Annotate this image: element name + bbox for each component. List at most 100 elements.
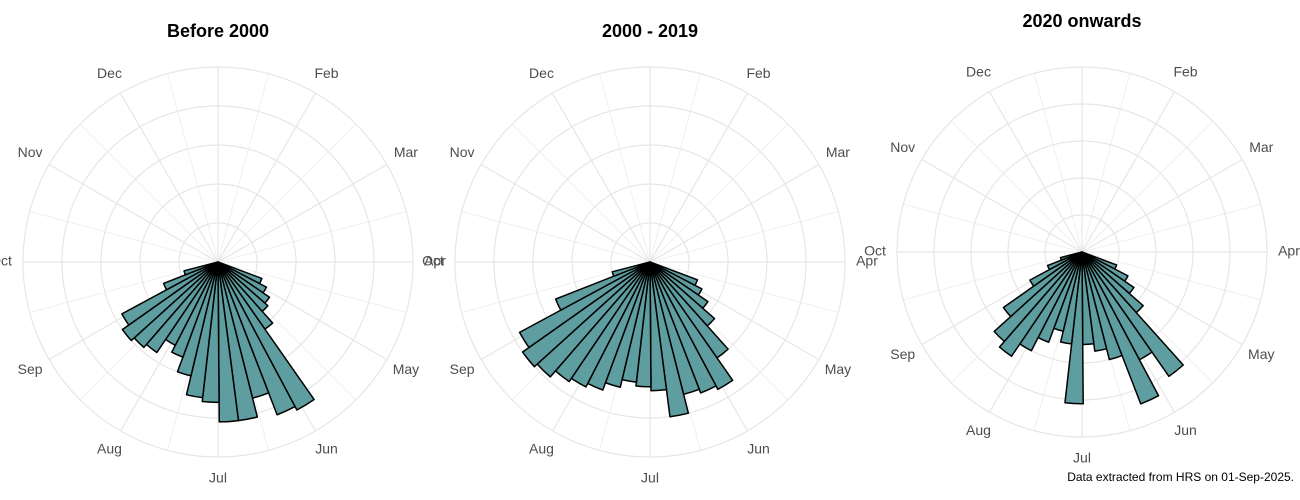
bar bbox=[217, 261, 315, 411]
minor-spoke bbox=[599, 73, 651, 263]
bar bbox=[1029, 251, 1083, 287]
chart-title: 2020 onwards bbox=[1022, 11, 1141, 31]
month-label: Jun bbox=[315, 441, 338, 457]
spoke bbox=[119, 92, 219, 263]
month-label: Feb bbox=[314, 65, 338, 81]
minor-spoke bbox=[461, 211, 651, 263]
bar bbox=[1002, 251, 1083, 318]
month-label: Apr bbox=[1278, 243, 1300, 259]
bar bbox=[121, 261, 219, 326]
bar bbox=[183, 261, 219, 276]
rose-chart: Before 2000 Feb Mar Apr May Jun Jul Aug Sep Oct No… bbox=[0, 21, 446, 486]
bar bbox=[993, 251, 1083, 343]
chart-title: 2000 - 2019 bbox=[602, 21, 698, 41]
month-label: Sep bbox=[18, 361, 43, 377]
caption: Data extracted from HRS on 01-Sep-2025. bbox=[1067, 470, 1294, 484]
minor-spoke bbox=[1081, 251, 1261, 301]
rose-chart: 2020 onwards Feb Mar Apr May Jun Jul Aug Sep Oct N… bbox=[864, 11, 1300, 466]
bar bbox=[162, 261, 219, 291]
spoke bbox=[921, 158, 1083, 253]
minor-spoke bbox=[903, 251, 1083, 301]
minor-spoke bbox=[649, 261, 839, 313]
minor-spoke bbox=[649, 211, 839, 263]
bar bbox=[1081, 251, 1108, 352]
month-label: Aug bbox=[966, 422, 991, 438]
month-label: Aug bbox=[529, 441, 554, 457]
minor-spoke bbox=[1033, 73, 1083, 253]
month-label: Jun bbox=[747, 441, 770, 457]
spoke bbox=[1081, 158, 1243, 253]
month-label: Feb bbox=[1173, 63, 1197, 79]
spoke bbox=[48, 163, 219, 263]
minor-spoke bbox=[79, 123, 219, 263]
spoke bbox=[217, 163, 388, 263]
bar bbox=[217, 261, 240, 423]
minor-spoke bbox=[903, 203, 1083, 253]
month-label: Sep bbox=[450, 361, 475, 377]
bar bbox=[611, 261, 651, 278]
rose-chart: 2000 - 2019 Feb Mar Apr May Jun Jul Aug Sep Oct No… bbox=[422, 21, 878, 486]
month-label: Jul bbox=[209, 470, 227, 486]
month-label: Apr bbox=[424, 253, 446, 269]
month-label: Oct bbox=[0, 253, 12, 269]
minor-spoke bbox=[1081, 120, 1214, 253]
bar bbox=[649, 261, 690, 418]
bar bbox=[1059, 251, 1083, 261]
minor-spoke bbox=[217, 123, 357, 263]
month-label: Sep bbox=[890, 346, 915, 362]
month-label: Oct bbox=[864, 243, 886, 259]
minor-spoke bbox=[29, 211, 219, 263]
bar bbox=[1046, 251, 1083, 271]
bar bbox=[121, 261, 219, 342]
bar bbox=[1081, 251, 1160, 405]
spoke bbox=[649, 92, 749, 263]
bar bbox=[1081, 251, 1123, 361]
month-label: Mar bbox=[826, 144, 850, 160]
spoke bbox=[217, 92, 317, 263]
bar bbox=[554, 261, 651, 311]
month-label: Jul bbox=[1073, 450, 1091, 466]
bar bbox=[649, 261, 668, 392]
month-label: Nov bbox=[450, 144, 475, 160]
minor-spoke bbox=[649, 123, 789, 263]
month-label: Jun bbox=[1174, 422, 1197, 438]
bar bbox=[649, 261, 734, 391]
spoke bbox=[988, 91, 1083, 253]
spoke bbox=[551, 92, 651, 263]
minor-spoke bbox=[1081, 73, 1131, 253]
month-label: Mar bbox=[1249, 139, 1273, 155]
month-label: Feb bbox=[746, 65, 770, 81]
month-label: May bbox=[825, 361, 851, 377]
month-label: Mar bbox=[394, 144, 418, 160]
month-label: May bbox=[1248, 346, 1274, 362]
month-label: May bbox=[393, 361, 419, 377]
month-label: Dec bbox=[966, 63, 991, 79]
month-label: Dec bbox=[529, 65, 554, 81]
month-label: Apr bbox=[856, 253, 878, 269]
bar bbox=[521, 261, 651, 368]
minor-spoke bbox=[217, 211, 407, 263]
spoke bbox=[1081, 91, 1176, 253]
month-label: Nov bbox=[18, 144, 43, 160]
spoke bbox=[480, 163, 651, 263]
month-label: Nov bbox=[890, 139, 915, 155]
minor-spoke bbox=[217, 261, 407, 313]
month-label: Aug bbox=[97, 441, 122, 457]
minor-spoke bbox=[950, 120, 1083, 253]
bar bbox=[518, 261, 651, 349]
minor-spoke bbox=[217, 73, 269, 263]
spoke bbox=[649, 163, 820, 263]
bar bbox=[998, 251, 1083, 357]
month-label: Oct bbox=[422, 253, 444, 269]
minor-spoke bbox=[649, 73, 701, 263]
bar bbox=[649, 261, 717, 394]
minor-spoke bbox=[167, 73, 219, 263]
minor-spoke bbox=[511, 123, 651, 263]
month-label: Jul bbox=[641, 470, 659, 486]
chart-title: Before 2000 bbox=[167, 21, 269, 41]
bar bbox=[217, 261, 296, 416]
month-label: Dec bbox=[97, 65, 122, 81]
minor-spoke bbox=[1081, 203, 1261, 253]
bar bbox=[1081, 251, 1184, 378]
